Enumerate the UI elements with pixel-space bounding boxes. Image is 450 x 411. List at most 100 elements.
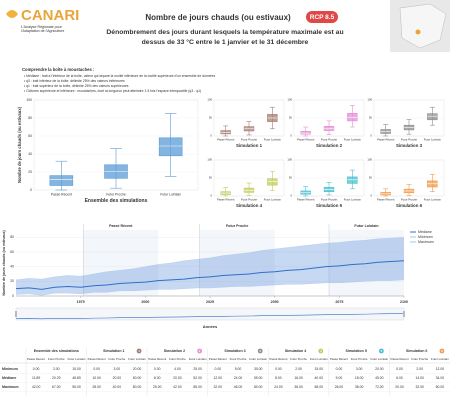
y-tick-label: 0 (370, 134, 372, 138)
y-tick-label: 0 (370, 194, 372, 198)
box (267, 178, 278, 186)
guide-item: • q1 : trait supérieur de la boîte, déli… (24, 84, 129, 88)
y-axis-label: Nombre de jours chauds (ou estivaux) (2, 230, 6, 296)
cell: 50.00 (133, 376, 142, 380)
cell: 2.00 (53, 367, 60, 371)
cell: 0.00 (275, 367, 282, 371)
x-tick-label: 1975 (77, 300, 85, 304)
subheader: Futur Proche (108, 357, 125, 361)
subheader: Futur Lointain (128, 357, 146, 361)
y-tick-label: 0 (12, 294, 14, 298)
x-tick-label: Passé Récent (377, 198, 395, 202)
x-tick-label: Passé Récent (217, 198, 235, 202)
cell: 32.00 (415, 385, 424, 389)
cell: 2.00 (416, 367, 423, 371)
cell: 80.00 (254, 385, 263, 389)
cell: 15.00 (315, 367, 324, 371)
group-header: Simulation 6 (406, 349, 427, 353)
y-tick-label: 100 (287, 98, 292, 102)
band (16, 237, 404, 296)
x-tick-label: Futur Lointain (160, 192, 181, 196)
x-axis-label: Simulation 6 (396, 203, 423, 208)
x-axis-label: Simulation 1 (236, 143, 263, 148)
group-badge (318, 348, 324, 354)
cell: 60.00 (436, 385, 445, 389)
series-line (15, 279, 405, 296)
subheader: Passé Récent (27, 357, 45, 361)
cell: 38.00 (355, 385, 364, 389)
cell: 85.00 (193, 385, 202, 389)
badge-number: 2 (199, 349, 201, 353)
cell: 26.00 (335, 385, 344, 389)
y-tick-label: 20 (10, 279, 14, 283)
logo: CANARI L'Analyse Régionale pour l'Adapta… (6, 7, 79, 33)
y-tick-label: 100 (26, 98, 32, 102)
y-tick-label: 50 (209, 116, 213, 120)
navigator-handle (403, 311, 405, 317)
period-band (199, 230, 275, 296)
cell: 0.00 (33, 367, 40, 371)
logo-icon (6, 10, 18, 18)
cell: 67.00 (52, 385, 61, 389)
cell: 80.00 (133, 385, 142, 389)
cell: 8.00 (275, 376, 282, 380)
row-label: Médiane (2, 376, 16, 380)
y-tick-label: 100 (367, 158, 372, 162)
x-tick-label: Futur Lointain (424, 198, 442, 202)
cell: 8.00 (154, 376, 161, 380)
cell: 46.00 (234, 385, 243, 389)
map-pin (415, 29, 421, 35)
y-tick-label: 0 (210, 194, 212, 198)
x-axis-label: Simulation 4 (236, 203, 263, 208)
subheader: Futur Proche (411, 357, 428, 361)
x-axis-label: Simulation 2 (316, 143, 343, 148)
box (49, 175, 74, 186)
y-tick-label: 100 (207, 158, 212, 162)
cell: 25.00 (153, 385, 162, 389)
cell: 52.00 (193, 376, 202, 380)
subheader: Passé Récent (330, 357, 348, 361)
cell: 55.00 (254, 376, 263, 380)
y-tick-label: 40 (28, 152, 32, 156)
subheader: Futur Lointain (310, 357, 328, 361)
badge-number: 3 (259, 349, 261, 353)
y-tick-label: 80 (28, 116, 32, 120)
subheader: Futur Proche (230, 357, 247, 361)
y-tick-label: 100 (207, 98, 212, 102)
x-tick-label: Futur Proche (321, 138, 338, 142)
row-label: Minimum (2, 367, 18, 371)
cell: 20.00 (173, 376, 182, 380)
cell: 30.00 (254, 367, 263, 371)
cell: 3.00 (356, 367, 363, 371)
guide-title: Comprendre la boîte à moustaches : (22, 67, 94, 72)
box (300, 131, 311, 135)
x-tick-label: Futur Proche (241, 198, 258, 202)
cell: 11.89 (32, 376, 40, 380)
y-tick-label: 50 (369, 116, 373, 120)
group-header: Simulation 4 (285, 349, 306, 353)
box (427, 113, 438, 121)
y-tick-label: 100 (367, 98, 372, 102)
group-badge (257, 348, 263, 354)
subheader: Futur Lointain (249, 357, 267, 361)
x-tick-label: Futur Lointain (424, 138, 442, 142)
cell: 15.00 (72, 367, 81, 371)
x-axis-label: Ensemble des simulations (85, 198, 148, 204)
period-band (83, 230, 159, 296)
group-badge (378, 348, 384, 354)
x-tick-label: Futur Proche (401, 138, 418, 142)
cell: 18.00 (355, 376, 364, 380)
cell: 40.00 (315, 376, 324, 380)
y-tick-label: 0 (30, 188, 32, 192)
box (158, 137, 183, 157)
cell: 14.00 (415, 376, 424, 380)
cell: 0.00 (93, 367, 100, 371)
cell: 28.00 (92, 385, 101, 389)
y-tick-label: 50 (289, 176, 293, 180)
subheader: Passé Récent (391, 357, 409, 361)
guide-item: • Clôtures supérieure et inférieure : mo… (24, 89, 201, 93)
y-tick-label: 40 (10, 265, 14, 269)
x-tick-label: 2000 (141, 300, 149, 304)
y-axis-label: Nombre de jours chauds (ou estivaux) (17, 106, 22, 183)
x-tick-label: Futur Lointain (344, 198, 362, 202)
